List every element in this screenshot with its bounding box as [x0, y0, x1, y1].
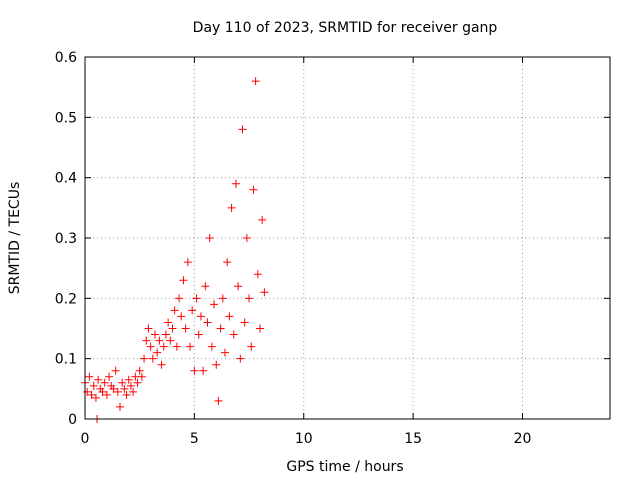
y-tick-label: 0.4: [55, 171, 77, 187]
y-tick-label: 0.6: [55, 50, 77, 66]
data-point: [111, 366, 120, 375]
data-point: [98, 387, 107, 396]
data-point: [177, 312, 186, 321]
data-point: [170, 306, 179, 315]
data-point: [120, 384, 129, 393]
data-point: [256, 324, 264, 333]
data-point: [240, 318, 249, 327]
data-point: [87, 390, 96, 399]
data-point: [242, 234, 251, 242]
y-tick-label: 0.5: [55, 110, 77, 126]
data-point: [227, 203, 236, 212]
data-point: [157, 360, 166, 369]
data-point: [151, 330, 159, 339]
data-point: [144, 324, 153, 333]
data-point: [190, 366, 199, 375]
data-point: [122, 390, 131, 399]
data-point: [207, 342, 216, 351]
data-point: [164, 318, 173, 327]
x-axis-label: GPS time / hours: [286, 459, 403, 475]
data-point: [218, 294, 227, 303]
data-point: [137, 372, 146, 381]
data-point: [216, 324, 225, 333]
data-point: [175, 294, 184, 303]
data-point: [258, 215, 267, 224]
data-point: [234, 282, 243, 291]
data-point: [148, 354, 157, 363]
y-tick-label: 0: [68, 412, 77, 428]
y-axis-label: SRMTID / TECUs: [7, 182, 23, 295]
data-point: [247, 342, 256, 351]
data-point: [179, 276, 188, 285]
data-point: [236, 354, 245, 363]
y-tick-label: 0.3: [55, 231, 77, 247]
data-point: [251, 77, 260, 86]
data-point: [196, 312, 205, 321]
data-point: [229, 330, 238, 339]
x-tick-label: 15: [404, 431, 422, 447]
data-point: [142, 336, 151, 345]
x-tick-label: 20: [514, 431, 532, 447]
data-point: [192, 294, 201, 303]
data-point: [91, 393, 100, 402]
data-point: [249, 185, 258, 194]
x-tick-label: 5: [190, 431, 199, 447]
data-point: [210, 300, 219, 309]
data-point: [100, 378, 109, 387]
data-point: [146, 342, 155, 351]
data-points: [81, 77, 269, 423]
data-point: [94, 375, 103, 384]
data-point: [199, 366, 208, 375]
data-point: [135, 366, 144, 375]
data-point: [188, 306, 197, 315]
data-point: [116, 402, 124, 411]
data-point: [118, 378, 127, 387]
x-tick-label: 10: [295, 431, 313, 447]
data-point: [245, 294, 254, 303]
data-point: [221, 348, 229, 357]
data-point: [225, 312, 234, 321]
data-point: [203, 318, 212, 327]
data-point: [186, 342, 194, 351]
data-point: [89, 381, 98, 390]
data-point: [223, 258, 232, 267]
data-point: [159, 342, 168, 351]
data-point: [214, 396, 223, 405]
data-point: [231, 179, 240, 188]
data-point: [124, 375, 133, 384]
data-point: [133, 378, 142, 387]
data-point: [109, 384, 118, 393]
data-point: [183, 258, 192, 267]
y-tick-label: 0.1: [55, 352, 77, 368]
data-point: [85, 372, 94, 381]
y-tick-label: 0.2: [55, 291, 77, 307]
data-point: [166, 336, 175, 345]
x-tick-label: 0: [81, 431, 90, 447]
data-point: [205, 234, 214, 242]
data-point: [153, 348, 162, 357]
data-point: [201, 282, 210, 291]
data-point: [155, 336, 164, 345]
chart-title: Day 110 of 2023, SRMTID for receiver gan…: [193, 20, 498, 36]
data-point: [181, 324, 190, 333]
data-point: [102, 390, 111, 399]
data-point: [129, 387, 138, 396]
data-point: [253, 270, 262, 279]
data-point: [168, 324, 177, 333]
data-point: [172, 342, 181, 351]
data-point: [260, 288, 269, 297]
data-point: [238, 125, 247, 134]
data-point: [194, 330, 203, 339]
data-point: [126, 381, 135, 390]
data-point: [212, 360, 221, 369]
data-point: [105, 372, 114, 381]
grid-lines: [85, 57, 610, 419]
data-point: [140, 354, 149, 363]
data-point: [113, 387, 122, 396]
data-point: [161, 330, 170, 339]
axis-ticks: 0 0.1 0.2 0.3 0.4 0.5 0.6 0 5 10 15 20: [55, 50, 610, 447]
